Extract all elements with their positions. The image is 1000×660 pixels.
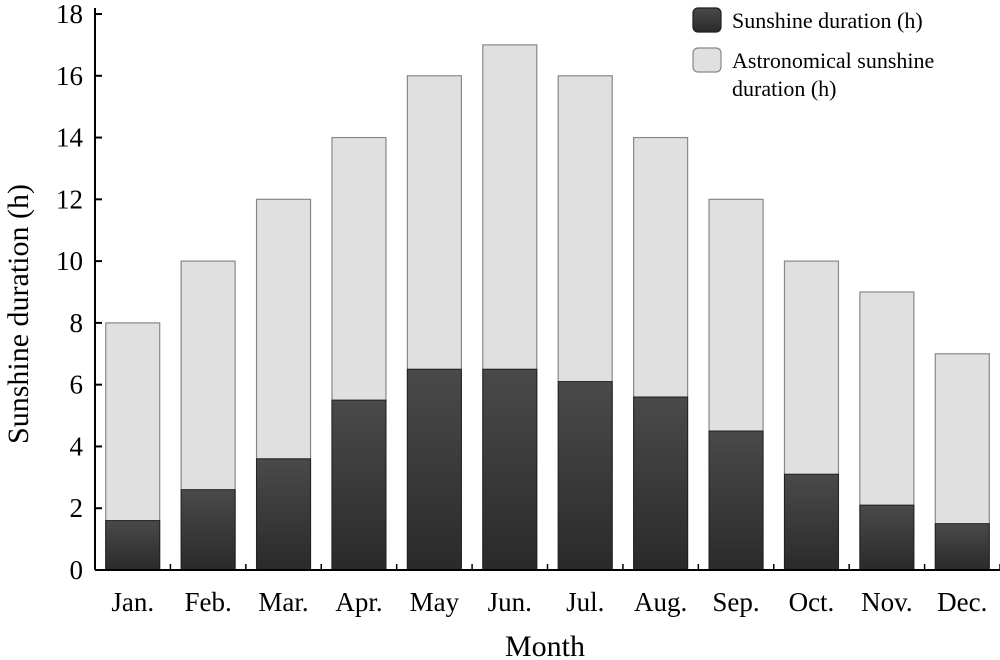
y-tick-label: 16: [56, 61, 83, 91]
y-tick-label: 14: [56, 123, 84, 153]
x-tick-label: Jan.: [111, 587, 154, 617]
legend-swatch-astronomical: [692, 47, 722, 73]
y-tick-label: 8: [70, 308, 84, 338]
x-tick-label: Mar.: [258, 587, 308, 617]
x-tick-label: Jul.: [566, 587, 604, 617]
bar-sunshine-jul: [557, 381, 613, 571]
bar-sunshine-apr: [331, 399, 387, 571]
x-tick-label: Nov.: [861, 587, 913, 617]
x-tick-label: Feb.: [185, 587, 232, 617]
bar-sunshine-nov: [859, 504, 915, 571]
x-tick-label: Dec.: [937, 587, 987, 617]
x-tick-label: Jun.: [488, 587, 532, 617]
legend-label-astronomical-line: duration (h): [732, 76, 836, 101]
legend: Sunshine duration (h) Astronomical sunshi…: [692, 7, 934, 101]
x-tick-label: Oct.: [789, 587, 835, 617]
y-tick-label: 18: [56, 0, 83, 29]
bar-sunshine-aug: [633, 396, 689, 571]
y-tick-label: 2: [70, 493, 84, 523]
y-tick-label: 12: [56, 184, 83, 214]
bars-layer: Jan. Feb. Mar. Apr. May Jun. Jul. Aug. Sep. Oct. N…: [105, 44, 990, 617]
bar-sunshine-jan: [105, 520, 161, 571]
x-tick-label: Apr.: [335, 587, 382, 617]
y-tick-label: 4: [70, 431, 84, 461]
y-tick-label: 0: [70, 555, 84, 585]
bar-sunshine-feb: [180, 489, 236, 571]
bar-sunshine-sep: [708, 430, 764, 571]
legend-swatch-sunshine: [692, 7, 722, 33]
x-tick-label: Aug.: [634, 587, 687, 617]
axes-layer: 0 2 4 6 8 10 12 14 16 18: [56, 0, 1000, 585]
legend-label-astronomical-line: Astronomical sunshine: [732, 48, 934, 73]
y-axis-label: Sunshine duration (h): [2, 184, 35, 444]
bar-sunshine-jun: [482, 368, 538, 571]
legend-label-sunshine: Sunshine duration (h): [732, 8, 923, 33]
x-tick-label: Sep.: [712, 587, 759, 617]
bar-sunshine-oct: [783, 473, 839, 571]
y-tick-label: 10: [56, 246, 83, 276]
x-axis-label: Month: [505, 630, 585, 660]
bar-sunshine-may: [406, 368, 462, 571]
y-tick-label: 6: [70, 370, 84, 400]
bar-sunshine-mar: [256, 458, 312, 571]
bar-sunshine-dec: [934, 523, 990, 571]
x-tick-label: May: [410, 587, 460, 617]
